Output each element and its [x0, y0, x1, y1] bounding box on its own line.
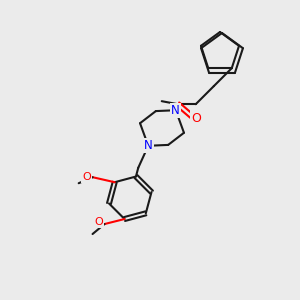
Text: N: N — [144, 139, 153, 152]
Text: O: O — [191, 112, 201, 125]
Text: O: O — [82, 172, 91, 182]
Text: N: N — [171, 104, 180, 117]
Text: O: O — [94, 217, 103, 227]
